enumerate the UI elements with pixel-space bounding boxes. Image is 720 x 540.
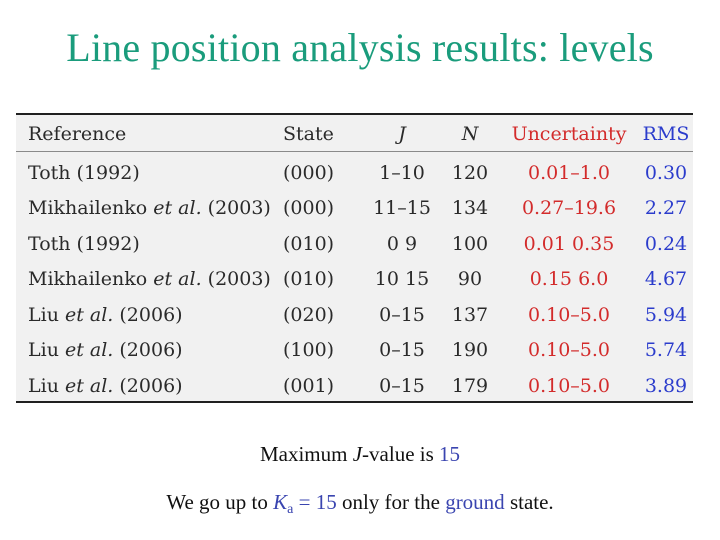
cell-n: 190 — [451, 339, 489, 362]
levels-table: Reference State J N Uncertainty RMS Toth… — [16, 117, 693, 404]
cell-state: (000) — [283, 197, 335, 220]
cell-j: 10 15 — [374, 268, 430, 291]
cell-j: 1–10 — [379, 161, 425, 184]
cell-rms: 2.27 — [644, 197, 688, 220]
cell-reference: Mikhailenko et al. (2003) — [16, 191, 283, 227]
reference-text: Mikhailenko — [28, 268, 154, 291]
reference-italic: et al. — [153, 197, 202, 220]
cell-reference: Liu et al. (2006) — [16, 333, 283, 369]
cell-n: 100 — [451, 232, 489, 255]
cell-rms: 0.30 — [644, 161, 688, 184]
note1-mid: -value is — [362, 442, 440, 466]
reference-text: Liu — [28, 303, 65, 326]
cell-n: 90 — [457, 268, 483, 291]
header-uncertainty: Uncertainty — [511, 123, 627, 145]
table-header-rule — [16, 151, 693, 152]
cell-uncertainty: 0.01–1.0 — [527, 161, 611, 184]
note2-suffix: state. — [504, 490, 554, 514]
cell-j: 0–15 — [379, 339, 425, 362]
cell-uncertainty: 0.27–19.6 — [521, 197, 617, 220]
cell-rms: 4.67 — [644, 268, 688, 291]
reference-italic: et al. — [153, 268, 202, 291]
reference-italic: et al. — [64, 303, 114, 326]
max-j-note: Maximum J-value is 15 — [0, 442, 720, 467]
note2-ground: ground — [445, 490, 505, 514]
note2-k-subscript: a — [287, 502, 294, 517]
cell-state: (000) — [283, 161, 335, 184]
cell-rms: 5.74 — [644, 339, 688, 362]
cell-state: (020) — [283, 303, 335, 326]
cell-rms: 0.24 — [644, 232, 688, 255]
header-rms: RMS — [642, 123, 690, 145]
cell-j: 11–15 — [373, 197, 431, 220]
table-header-row: Reference State J N Uncertainty RMS — [16, 117, 693, 153]
reference-year: (2003) — [201, 268, 271, 291]
header-j: J — [398, 123, 406, 145]
cell-n: 179 — [451, 374, 489, 397]
ka-note: We go up to Ka = 15 only for the ground … — [0, 490, 720, 518]
note2-prefix: We go up to — [166, 490, 274, 514]
table-row: Toth (1992) (000) 1–10 120 0.01–1.0 0.30 — [16, 153, 693, 191]
reference-text: Toth (1992) — [28, 161, 140, 184]
note1-prefix: Maximum — [259, 442, 353, 466]
cell-uncertainty: 0.01 0.35 — [523, 232, 615, 255]
table-bottom-rule — [16, 401, 693, 403]
cell-j: 0 9 — [386, 232, 418, 255]
header-state: State — [283, 123, 334, 145]
cell-reference: Liu et al. (2006) — [16, 368, 283, 404]
reference-text: Mikhailenko — [28, 197, 154, 220]
reference-italic: et al. — [64, 339, 114, 362]
note2-k-symbol: K — [273, 490, 288, 514]
header-n: N — [461, 123, 479, 145]
reference-year: (2003) — [201, 197, 271, 220]
reference-year: (2006) — [113, 339, 183, 362]
cell-state: (010) — [283, 232, 335, 255]
reference-text: Liu — [28, 374, 65, 397]
cell-reference: Mikhailenko et al. (2003) — [16, 262, 283, 298]
cell-uncertainty: 0.10–5.0 — [527, 339, 611, 362]
cell-state: (100) — [283, 339, 335, 362]
cell-state: (001) — [283, 374, 335, 397]
reference-italic: et al. — [64, 374, 114, 397]
reference-text: Liu — [28, 339, 65, 362]
cell-n: 120 — [451, 161, 489, 184]
cell-j: 0–15 — [379, 374, 425, 397]
cell-reference: Toth (1992) — [16, 226, 283, 262]
cell-reference: Toth (1992) — [16, 153, 283, 191]
note2-equals-value: = 15 — [293, 490, 337, 514]
cell-n: 137 — [451, 303, 489, 326]
reference-text: Toth (1992) — [28, 232, 140, 255]
table-row: Mikhailenko et al. (2003) (000) 11–15 13… — [16, 191, 693, 227]
note1-j-symbol: J — [352, 442, 363, 466]
cell-uncertainty: 0.10–5.0 — [527, 303, 611, 326]
table-row: Liu et al. (2006) (001) 0–15 179 0.10–5.… — [16, 368, 693, 404]
table-row: Mikhailenko et al. (2003) (010) 10 15 90… — [16, 262, 693, 298]
reference-year: (2006) — [113, 374, 183, 397]
table-row: Liu et al. (2006) (100) 0–15 190 0.10–5.… — [16, 333, 693, 369]
table-row: Toth (1992) (010) 0 9 100 0.01 0.35 0.24 — [16, 226, 693, 262]
cell-state: (010) — [283, 268, 335, 291]
results-table: Reference State J N Uncertainty RMS Toth… — [16, 113, 693, 403]
cell-j: 0–15 — [379, 303, 425, 326]
cell-reference: Liu et al. (2006) — [16, 297, 283, 333]
header-reference: Reference — [28, 123, 127, 145]
cell-rms: 3.89 — [644, 374, 688, 397]
table-top-rule — [16, 113, 693, 115]
note2-mid: only for the — [336, 490, 446, 514]
cell-n: 134 — [451, 197, 489, 220]
cell-uncertainty: 0.10–5.0 — [527, 374, 611, 397]
reference-year: (2006) — [113, 303, 183, 326]
table-row: Liu et al. (2006) (020) 0–15 137 0.10–5.… — [16, 297, 693, 333]
cell-rms: 5.94 — [644, 303, 688, 326]
cell-uncertainty: 0.15 6.0 — [529, 268, 609, 291]
note1-value: 15 — [439, 442, 461, 466]
slide-title: Line position analysis results: levels — [66, 25, 654, 70]
